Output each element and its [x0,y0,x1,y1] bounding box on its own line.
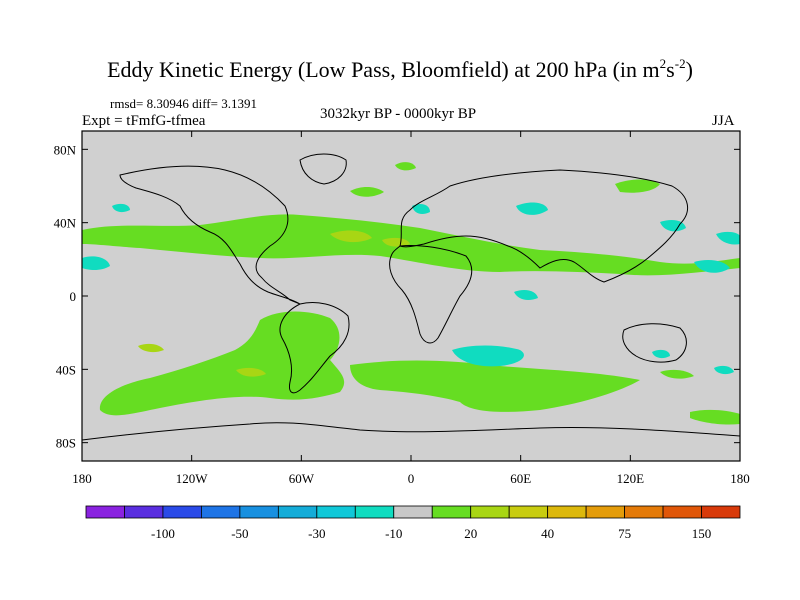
greenland-coast [299,153,347,185]
negative-anomaly-region [660,220,686,232]
positive-anomaly-patch [330,230,372,243]
plot-title: Eddy Kinetic Energy (Low Pass, Bloomfiel… [107,56,693,82]
x-tick-label: 120W [176,471,209,486]
colorbar-label: -100 [151,526,175,541]
colorbar-box [662,505,702,519]
colorbar-box [239,505,279,519]
colorbar-label: -10 [385,526,402,541]
x-tick-label: 120E [617,471,645,486]
negative-anomaly-region [516,202,548,215]
positive-anomaly-region [350,360,640,412]
colorbar-box [508,505,549,519]
map-ticks: 80N 40N 0 40S 80S 180 120W 60W 0 60E 120E 180 [54,131,750,486]
negative-anomaly-region [714,365,734,375]
antarctica-coast [82,422,740,441]
negative-anomaly-region [514,290,538,300]
colorbar-box [316,505,356,519]
africa-coast [389,245,473,344]
y-tick-label: 80N [54,142,77,157]
colorbar-label: -50 [231,526,248,541]
negative-anomaly-region [694,260,730,273]
colorbar-box [85,505,125,519]
colorbar-label: 20 [464,526,477,541]
colorbar-box [624,505,664,519]
positive-anomaly-patch [236,367,266,377]
colorbar-label: 150 [692,526,712,541]
colorbar-box [547,505,587,519]
colorbar-box [470,505,510,519]
positive-anomaly-patch [138,343,164,353]
colorbar: -100 -50 -30 -10 20 40 75 150 [85,505,741,541]
colorbar-box [701,505,741,519]
colorbar-box [201,505,241,519]
negative-anomaly-region [652,349,670,359]
x-tick-label: 60E [510,471,531,486]
x-tick-label: 180 [72,471,92,486]
x-tick-label: 180 [730,471,750,486]
colorbar-label: 75 [618,526,631,541]
negative-anomaly-region [716,231,740,245]
colorbar-box [354,505,395,519]
positive-anomaly-region [395,162,416,171]
positive-anomaly-patch [382,237,410,247]
colorbar-box [277,505,318,519]
y-tick-label: 0 [70,289,77,304]
coastlines [82,153,740,441]
stats-text: rmsd= 8.30946 diff= 3.1391 [110,96,257,111]
australia-coast [622,323,687,363]
period-label: 3032kyr BP - 0000kyr BP [320,106,477,122]
y-tick-label: 40N [54,216,77,231]
x-tick-label: 60W [289,471,315,486]
negative-anomaly-region [452,345,524,367]
eurasia-coast [399,169,688,283]
south-america-coast [279,302,350,394]
negative-anomaly-region [412,204,430,214]
positive-anomaly-region [660,369,694,379]
x-tick-label: 0 [408,471,415,486]
colorbar-box [585,505,625,519]
colorbar-box [393,505,433,519]
experiment-label: Expt = tFmfG-tfmea [82,113,206,129]
positive-anomaly-region [615,179,660,193]
y-tick-label: 40S [56,362,76,377]
colorbar-box [162,505,202,519]
positive-anomaly-region [690,409,740,425]
positive-anomaly-region [99,311,345,416]
positive-anomaly-region [82,214,740,276]
y-tick-label: 80S [56,436,76,451]
colorbar-box [124,505,164,519]
negative-anomaly-region [112,203,130,213]
season-label: JJA [712,113,735,129]
negative-anomaly-region [82,256,110,270]
colorbar-label: -30 [308,526,325,541]
anomaly-regions [82,162,740,425]
colorbar-box [431,505,472,519]
colorbar-label: 40 [541,526,554,541]
positive-anomaly-region [350,186,384,197]
north-america-coast [119,165,301,305]
